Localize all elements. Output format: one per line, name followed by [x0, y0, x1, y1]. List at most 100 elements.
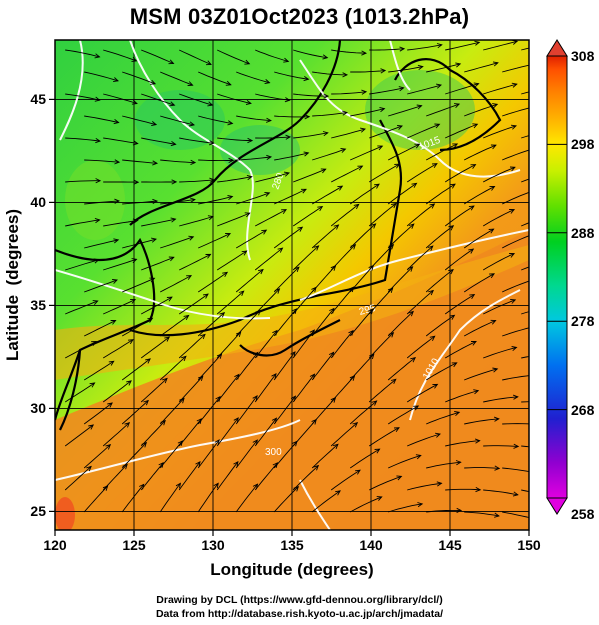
streamline-arrowhead [189, 121, 196, 127]
streamline-arrowhead [454, 103, 461, 109]
streamlines [64, 40, 575, 519]
streamline-arrowhead [532, 470, 537, 474]
streamline-arrowhead [264, 79, 271, 85]
streamline-arrowhead [293, 266, 300, 273]
y-tick-label: 30 [30, 400, 46, 416]
streamline [179, 93, 213, 106]
streamline-arrowhead [388, 243, 395, 250]
streamline-arrowhead [416, 104, 423, 110]
streamline [292, 465, 319, 491]
x-tick-label: 145 [438, 537, 462, 553]
streamline-arrowhead [281, 209, 287, 214]
streamline [159, 440, 183, 469]
streamline [235, 439, 258, 469]
streamline-arrowhead [490, 319, 497, 325]
streamline [502, 511, 529, 519]
streamline-arrowhead [570, 425, 575, 429]
streamline-arrowhead [317, 206, 324, 212]
streamline [521, 445, 529, 448]
streamline [273, 266, 300, 293]
streamline [368, 203, 397, 227]
streamline [483, 346, 517, 359]
streamline [64, 341, 97, 359]
streamline [483, 83, 517, 95]
streamline [255, 93, 290, 101]
streamline-arrowhead [398, 86, 405, 92]
streamline [197, 312, 225, 337]
streamline-arrowhead [207, 215, 214, 221]
streamline [254, 209, 287, 227]
streamline [464, 62, 499, 73]
streamline [178, 334, 206, 359]
streamline-arrowhead [171, 179, 178, 185]
streamline [235, 483, 258, 513]
streamline-arrowhead [349, 375, 356, 381]
streamline-arrowhead [408, 310, 414, 317]
streamline [198, 71, 231, 86]
streamline [103, 93, 138, 104]
streamline [235, 229, 267, 249]
streamline-arrowhead [152, 160, 159, 166]
streamline [159, 315, 189, 337]
streamline-arrowhead [376, 496, 383, 501]
streamline-arrowhead [151, 121, 158, 127]
streamline-arrowhead [145, 358, 151, 364]
streamline [463, 228, 494, 249]
streamline-arrowhead [177, 440, 184, 446]
streamline-arrowhead [197, 375, 204, 382]
streamline [236, 71, 270, 84]
streamline [502, 64, 529, 73]
streamline [369, 48, 405, 51]
streamline [292, 329, 315, 359]
colorbar-tick-label: 298 [571, 136, 595, 152]
streamline [140, 296, 173, 315]
streamline [387, 405, 419, 425]
streamline-arrowhead [233, 460, 239, 467]
streamline [198, 233, 231, 249]
streamline-arrowhead [530, 190, 535, 194]
streamline-arrowhead [225, 80, 232, 86]
streamline [387, 311, 414, 337]
streamline-arrowhead [102, 485, 109, 491]
x-tick-label: 135 [280, 537, 304, 553]
streamline [140, 378, 168, 403]
streamline-arrowhead [490, 144, 497, 150]
streamline-arrowhead [257, 268, 264, 275]
streamline-arrowhead [94, 53, 101, 59]
streamline-arrowhead [290, 351, 296, 357]
streamline [103, 137, 138, 145]
streamline-arrowhead [114, 159, 121, 165]
streamline [217, 212, 250, 227]
streamline [254, 247, 283, 271]
streamline-arrowhead [436, 83, 442, 89]
streamline [425, 183, 456, 205]
streamline [198, 115, 233, 124]
streamline [444, 205, 475, 227]
y-tick-label: 40 [30, 194, 46, 210]
streamline-arrowhead [380, 68, 387, 74]
streamline-arrowhead [139, 483, 145, 490]
streamline [84, 71, 119, 82]
streamline [216, 250, 247, 271]
streamline [160, 199, 195, 205]
streamline-arrowhead [454, 411, 461, 417]
streamline [65, 93, 100, 101]
streamline [255, 49, 289, 62]
streamline [121, 442, 147, 469]
streamline-arrowhead [108, 360, 115, 366]
streamline [368, 427, 400, 447]
streamline-arrowhead [370, 223, 377, 229]
streamline-arrowhead [533, 422, 538, 426]
streamline-arrowhead [529, 233, 534, 237]
streamline-arrowhead [110, 320, 117, 325]
streamline-arrowhead [166, 296, 173, 302]
streamline-arrowhead [164, 336, 171, 342]
streamline-arrowhead [489, 273, 496, 279]
streamline-arrowhead [113, 238, 120, 244]
streamline-arrowhead [107, 402, 113, 408]
streamline [273, 395, 296, 425]
streamline-arrowhead [415, 454, 422, 460]
streamline [368, 378, 397, 403]
streamline [445, 440, 480, 447]
streamline [426, 103, 460, 117]
